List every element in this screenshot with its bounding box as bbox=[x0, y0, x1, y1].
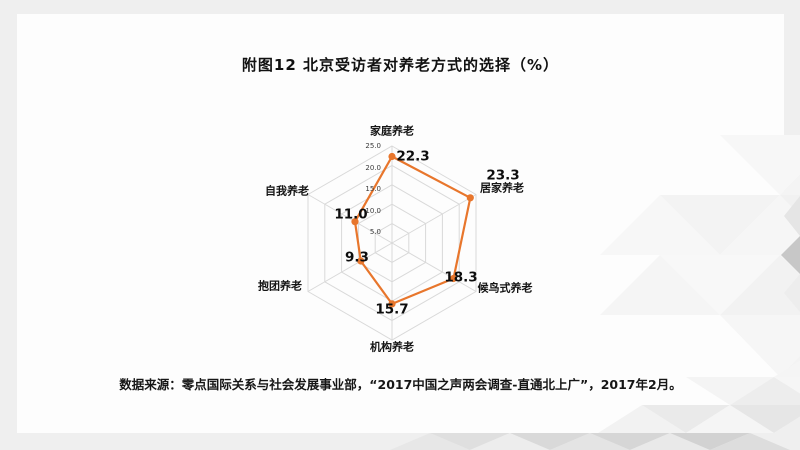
source-note: 数据来源：零点国际关系与社会发展事业部，“2017中国之声两会调查-直通北上广”… bbox=[119, 377, 682, 392]
value-label-self-care: 11.0 bbox=[334, 206, 368, 223]
axis-category-institution-care: 机构养老 bbox=[370, 340, 414, 354]
axis-category-group-care: 抱团养老 bbox=[258, 279, 302, 293]
radial-tick-25: 25.0 bbox=[365, 142, 381, 150]
axis-category-home-care: 居家养老 bbox=[480, 181, 524, 195]
radial-tick-5: 5.0 bbox=[369, 228, 381, 236]
axis-category-family-care: 家庭养老 bbox=[370, 124, 414, 138]
radial-tick-10: 10.0 bbox=[365, 207, 381, 215]
radial-tick-15: 15.0 bbox=[365, 185, 381, 193]
value-label-migratory-care: 18.3 bbox=[444, 269, 478, 286]
chart-title: 附图12 北京受访者对养老方式的选择（%） bbox=[241, 56, 560, 74]
radial-tick-20: 20.0 bbox=[365, 164, 381, 172]
slide-background bbox=[17, 14, 784, 433]
value-label-family-care: 22.3 bbox=[396, 148, 430, 165]
axis-category-migratory-care: 候鸟式养老 bbox=[477, 281, 533, 295]
value-label-institution-care: 15.7 bbox=[375, 301, 409, 318]
value-label-home-care: 23.3 bbox=[486, 167, 520, 184]
axis-category-self-care: 自我养老 bbox=[265, 184, 309, 198]
value-label-group-care: 9.3 bbox=[345, 249, 369, 266]
